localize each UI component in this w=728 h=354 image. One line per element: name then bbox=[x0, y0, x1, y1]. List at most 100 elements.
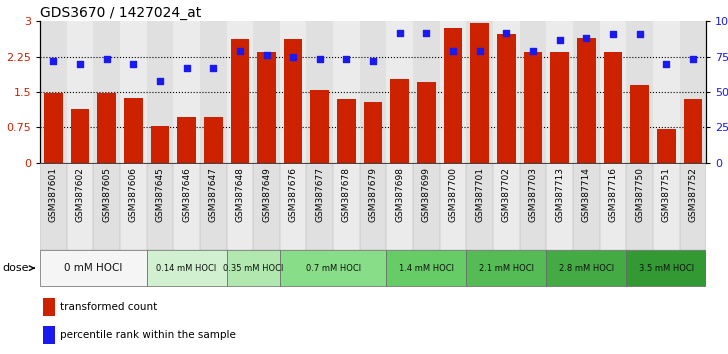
Bar bbox=[653, 163, 679, 250]
Bar bbox=[231, 39, 249, 163]
Point bbox=[607, 31, 619, 37]
Text: GSM387647: GSM387647 bbox=[209, 167, 218, 222]
Bar bbox=[413, 163, 440, 250]
Bar bbox=[280, 21, 306, 163]
Bar bbox=[253, 21, 280, 163]
Bar bbox=[306, 163, 333, 250]
Bar bbox=[204, 116, 223, 163]
Bar bbox=[550, 52, 569, 163]
Bar bbox=[467, 163, 493, 250]
Point bbox=[234, 48, 246, 54]
Bar bbox=[93, 163, 120, 250]
Point bbox=[447, 48, 459, 54]
Bar bbox=[226, 250, 280, 286]
Bar bbox=[604, 52, 622, 163]
Text: GSM387700: GSM387700 bbox=[448, 167, 457, 222]
Bar bbox=[146, 21, 173, 163]
Text: 1.4 mM HOCl: 1.4 mM HOCl bbox=[399, 264, 454, 273]
Text: GSM387602: GSM387602 bbox=[76, 167, 84, 222]
Text: 0.7 mM HOCl: 0.7 mM HOCl bbox=[306, 264, 360, 273]
Bar bbox=[360, 163, 387, 250]
Bar bbox=[200, 21, 226, 163]
Bar bbox=[440, 21, 467, 163]
Text: GSM387698: GSM387698 bbox=[395, 167, 404, 222]
Text: GSM387601: GSM387601 bbox=[49, 167, 58, 222]
Bar bbox=[177, 116, 196, 163]
Bar bbox=[40, 163, 67, 250]
Bar bbox=[390, 79, 409, 163]
Bar bbox=[573, 163, 600, 250]
Bar bbox=[257, 52, 276, 163]
Bar bbox=[360, 21, 387, 163]
Bar bbox=[306, 21, 333, 163]
Point bbox=[181, 65, 192, 71]
Text: GSM387702: GSM387702 bbox=[502, 167, 511, 222]
Text: GSM387646: GSM387646 bbox=[182, 167, 191, 222]
Point bbox=[421, 30, 432, 35]
Bar bbox=[387, 250, 467, 286]
Point bbox=[687, 57, 699, 62]
Text: GSM387752: GSM387752 bbox=[689, 167, 697, 222]
Bar bbox=[546, 163, 573, 250]
Text: GSM387676: GSM387676 bbox=[289, 167, 298, 222]
Bar bbox=[520, 163, 546, 250]
Point bbox=[207, 65, 219, 71]
Text: GSM387648: GSM387648 bbox=[235, 167, 245, 222]
Bar bbox=[310, 90, 329, 163]
Text: 2.1 mM HOCl: 2.1 mM HOCl bbox=[479, 264, 534, 273]
Bar bbox=[546, 21, 573, 163]
Bar bbox=[679, 21, 706, 163]
Bar bbox=[71, 109, 90, 163]
Bar bbox=[497, 34, 515, 163]
Point bbox=[74, 61, 86, 67]
Text: GSM387679: GSM387679 bbox=[368, 167, 378, 222]
Bar bbox=[173, 163, 200, 250]
Point bbox=[554, 37, 566, 42]
Bar bbox=[443, 28, 462, 163]
Bar bbox=[337, 99, 356, 163]
Bar bbox=[44, 93, 63, 163]
Bar bbox=[333, 163, 360, 250]
Point bbox=[154, 78, 166, 84]
Bar bbox=[364, 102, 382, 163]
Text: GSM387645: GSM387645 bbox=[156, 167, 165, 222]
Text: GSM387713: GSM387713 bbox=[555, 167, 564, 222]
Bar bbox=[173, 21, 200, 163]
Bar bbox=[573, 21, 600, 163]
Bar bbox=[387, 21, 413, 163]
Bar bbox=[630, 85, 649, 163]
Bar bbox=[44, 298, 55, 316]
Text: 0 mM HOCl: 0 mM HOCl bbox=[64, 263, 122, 273]
Point bbox=[501, 30, 513, 35]
Bar bbox=[417, 82, 436, 163]
Text: 0.14 mM HOCl: 0.14 mM HOCl bbox=[157, 264, 217, 273]
Bar bbox=[520, 21, 546, 163]
Bar bbox=[67, 21, 93, 163]
Point bbox=[394, 30, 405, 35]
Text: 3.5 mM HOCl: 3.5 mM HOCl bbox=[638, 264, 694, 273]
Bar bbox=[626, 21, 653, 163]
Bar bbox=[226, 21, 253, 163]
Bar bbox=[44, 326, 55, 344]
Bar bbox=[493, 163, 520, 250]
Bar bbox=[284, 39, 303, 163]
Text: 2.8 mM HOCl: 2.8 mM HOCl bbox=[558, 264, 614, 273]
Point bbox=[341, 57, 352, 62]
Point bbox=[580, 35, 592, 41]
Point bbox=[127, 61, 139, 67]
Point bbox=[527, 48, 539, 54]
Bar bbox=[120, 21, 146, 163]
Bar bbox=[467, 21, 493, 163]
Bar bbox=[151, 126, 170, 163]
Text: GSM387699: GSM387699 bbox=[422, 167, 431, 222]
Bar bbox=[280, 250, 387, 286]
Bar bbox=[413, 21, 440, 163]
Text: GSM387606: GSM387606 bbox=[129, 167, 138, 222]
Point bbox=[47, 58, 59, 64]
Text: dose: dose bbox=[2, 263, 34, 273]
Point bbox=[288, 54, 299, 59]
Text: GSM387677: GSM387677 bbox=[315, 167, 324, 222]
Point bbox=[368, 58, 379, 64]
Text: GSM387714: GSM387714 bbox=[582, 167, 590, 222]
Text: GDS3670 / 1427024_at: GDS3670 / 1427024_at bbox=[40, 6, 201, 20]
